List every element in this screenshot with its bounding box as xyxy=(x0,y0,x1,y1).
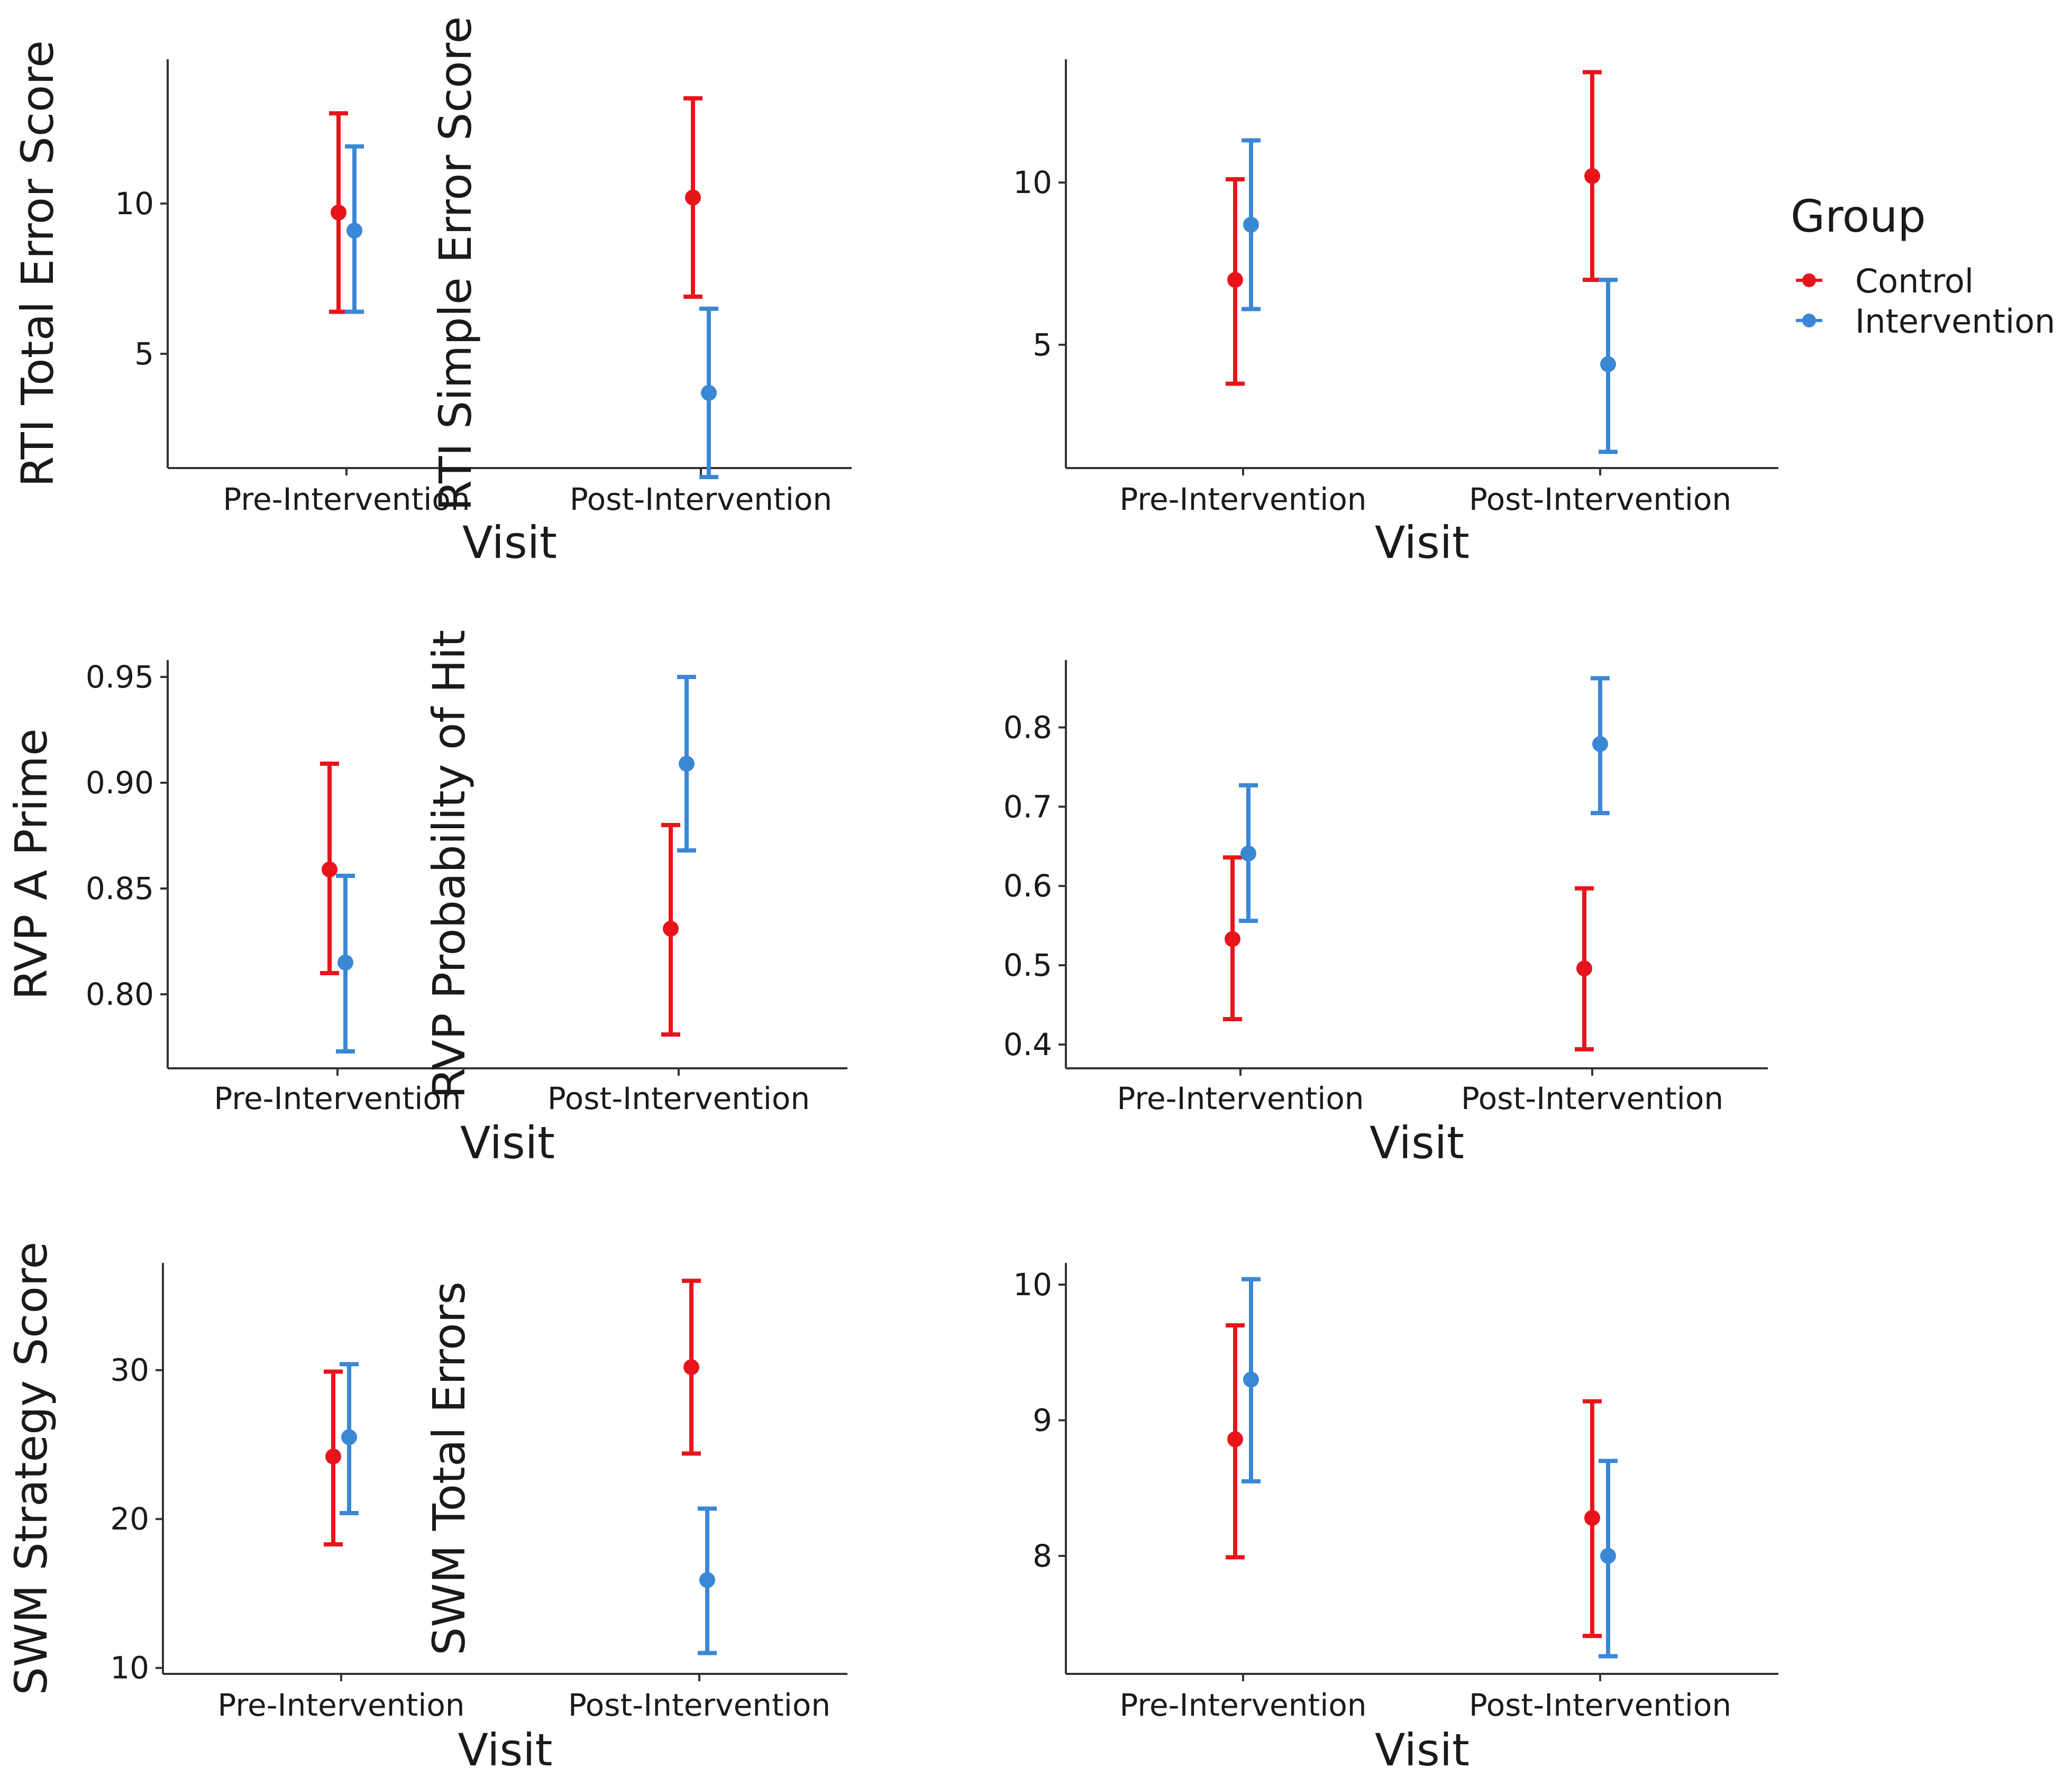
x-axis-title: Visit xyxy=(1375,1724,1469,1776)
y-tick-label: 0.6 xyxy=(1003,868,1052,904)
legend-intervention-label: Intervention xyxy=(1855,302,2055,341)
y-tick-label: 0.80 xyxy=(86,976,154,1012)
y-tick-label: 0.95 xyxy=(86,659,154,695)
x-tick-label: Post-Intervention xyxy=(568,1687,830,1723)
x-tick-label: Post-Intervention xyxy=(1461,1080,1723,1116)
legend-entry-intervention: Intervention xyxy=(1796,302,2055,341)
x-axis-title: Visit xyxy=(460,1117,555,1169)
control-point xyxy=(1584,1510,1600,1526)
panel-5: 10 20 30 Pre-Intervention Post-Intervention V… xyxy=(5,1242,847,1776)
control-point xyxy=(325,1448,341,1464)
y-axis-title: RTI Total Error Score xyxy=(12,40,63,487)
intervention-point xyxy=(346,222,362,239)
y-tick-label: 30 xyxy=(110,1352,149,1388)
y-axis-title: RVP Probability of Hit xyxy=(423,630,475,1098)
panel-3: 0.80 0.85 0.90 0.95 Pre-Intervention Post-Int… xyxy=(5,659,847,1169)
y-tick-label: 5 xyxy=(1033,327,1052,363)
x-tick-label: Post-Intervention xyxy=(570,481,832,517)
legend-intervention-marker xyxy=(1802,314,1816,327)
intervention-point xyxy=(679,756,695,772)
intervention-point xyxy=(337,955,353,970)
intervention-point xyxy=(341,1429,357,1445)
intervention-point xyxy=(1600,1547,1616,1564)
y-tick-label: 10 xyxy=(115,186,154,222)
y-tick-label: 8 xyxy=(1033,1538,1052,1574)
intervention-point xyxy=(1240,845,1256,862)
y-axis-title: RTI Simple Error Score xyxy=(430,16,481,511)
panel-4: 0.4 0.5 0.6 0.7 0.8 Pre-Intervention Post-Inte… xyxy=(423,630,1768,1169)
control-point xyxy=(663,921,679,937)
control-point xyxy=(685,189,701,206)
x-tick-label: Post-Intervention xyxy=(547,1080,810,1116)
x-axis-title: Visit xyxy=(458,1724,553,1776)
intervention-point xyxy=(701,384,717,401)
control-point xyxy=(683,1359,699,1376)
control-point xyxy=(322,862,337,877)
y-axis-title: RVP A Prime xyxy=(5,728,57,1000)
x-tick-label: Pre-Intervention xyxy=(1117,1080,1364,1116)
y-tick-label: 0.85 xyxy=(86,871,154,906)
intervention-point xyxy=(1592,736,1608,752)
x-axis-title: Visit xyxy=(462,517,557,569)
control-point xyxy=(1227,1431,1243,1448)
y-tick-label: 0.90 xyxy=(86,765,154,801)
y-tick-label: 10 xyxy=(1013,1267,1052,1303)
control-point xyxy=(331,204,346,221)
x-tick-label: Pre-Intervention xyxy=(217,1687,464,1723)
y-tick-label: 0.8 xyxy=(1003,709,1052,745)
x-tick-label: Pre-Intervention xyxy=(1119,1687,1366,1723)
intervention-point xyxy=(1243,216,1259,233)
legend-control-label: Control xyxy=(1855,262,1974,300)
y-tick-label: 10 xyxy=(110,1650,149,1686)
y-tick-label: 0.4 xyxy=(1003,1027,1052,1063)
control-point xyxy=(1576,960,1592,977)
intervention-point xyxy=(1600,356,1616,372)
x-tick-label: Pre-Intervention xyxy=(223,481,470,517)
control-point xyxy=(1227,272,1243,288)
y-axis-title: SWM Strategy Score xyxy=(5,1242,57,1695)
y-tick-label: 20 xyxy=(110,1501,149,1537)
intervention-point xyxy=(1243,1371,1259,1388)
panel-1: 5 10 Pre-Intervention Post-Intervention Visi… xyxy=(12,40,852,569)
y-tick-label: 10 xyxy=(1013,164,1052,200)
y-tick-label: 9 xyxy=(1033,1402,1052,1438)
y-axis-title: SWM Total Errors xyxy=(423,1281,475,1655)
x-tick-label: Post-Intervention xyxy=(1469,481,1731,517)
x-tick-label: Pre-Intervention xyxy=(214,1080,461,1116)
x-axis-title: Visit xyxy=(1370,1117,1464,1169)
y-tick-label: 0.5 xyxy=(1003,947,1052,983)
control-point xyxy=(1584,168,1600,184)
legend-entry-control: Control xyxy=(1796,262,1974,300)
x-axis-title: Visit xyxy=(1375,517,1469,569)
legend-title: Group xyxy=(1791,190,1926,242)
legend: Group Control Intervention xyxy=(1791,190,2055,341)
y-tick-label: 0.7 xyxy=(1003,789,1052,825)
x-tick-label: Pre-Intervention xyxy=(1119,481,1366,517)
legend-control-marker xyxy=(1802,273,1816,287)
x-tick-label: Post-Intervention xyxy=(1469,1687,1731,1723)
intervention-point xyxy=(699,1572,715,1588)
control-point xyxy=(1225,931,1240,947)
y-tick-label: 5 xyxy=(134,336,154,372)
